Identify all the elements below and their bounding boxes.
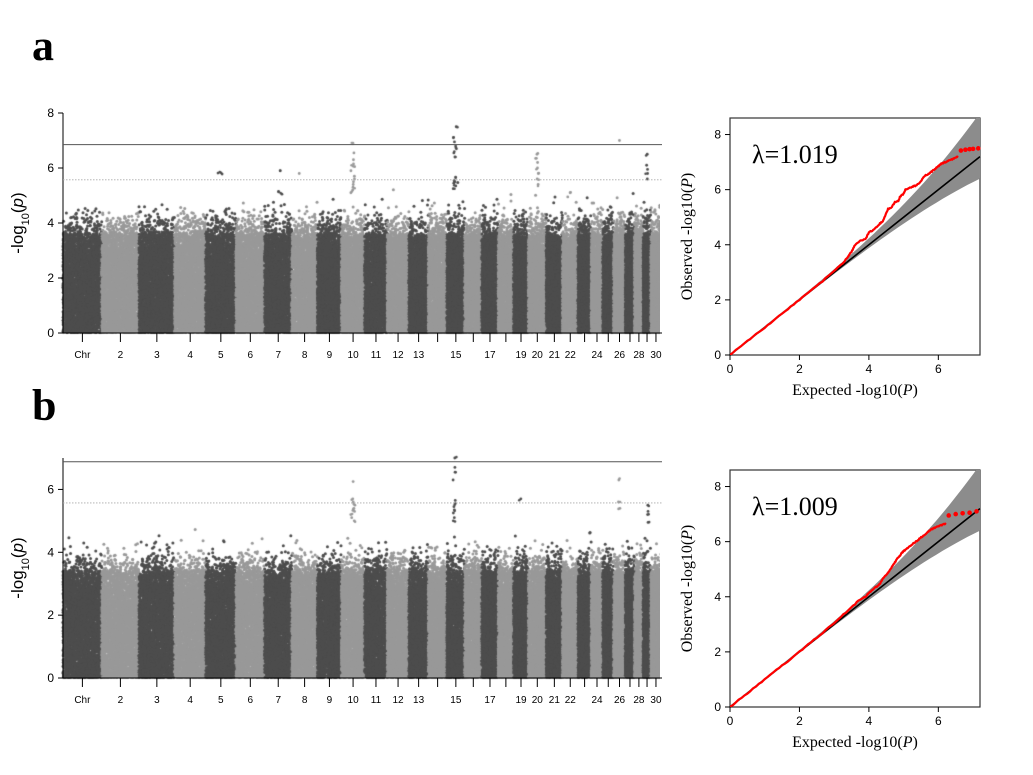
svg-text:2: 2 [796, 714, 803, 728]
svg-text:8: 8 [714, 480, 721, 494]
svg-text:4: 4 [714, 590, 721, 604]
svg-text:4: 4 [866, 714, 873, 728]
svg-text:0: 0 [727, 714, 734, 728]
svg-text:2: 2 [714, 645, 721, 659]
svg-text:6: 6 [714, 535, 721, 549]
svg-text:Expected -log10(P): Expected -log10(P) [792, 734, 918, 751]
svg-text:λ=1.009: λ=1.009 [752, 492, 838, 521]
svg-text:0: 0 [714, 700, 721, 714]
svg-text:Observed -log10(P): Observed -log10(P) [679, 525, 696, 653]
svg-text:6: 6 [935, 714, 942, 728]
